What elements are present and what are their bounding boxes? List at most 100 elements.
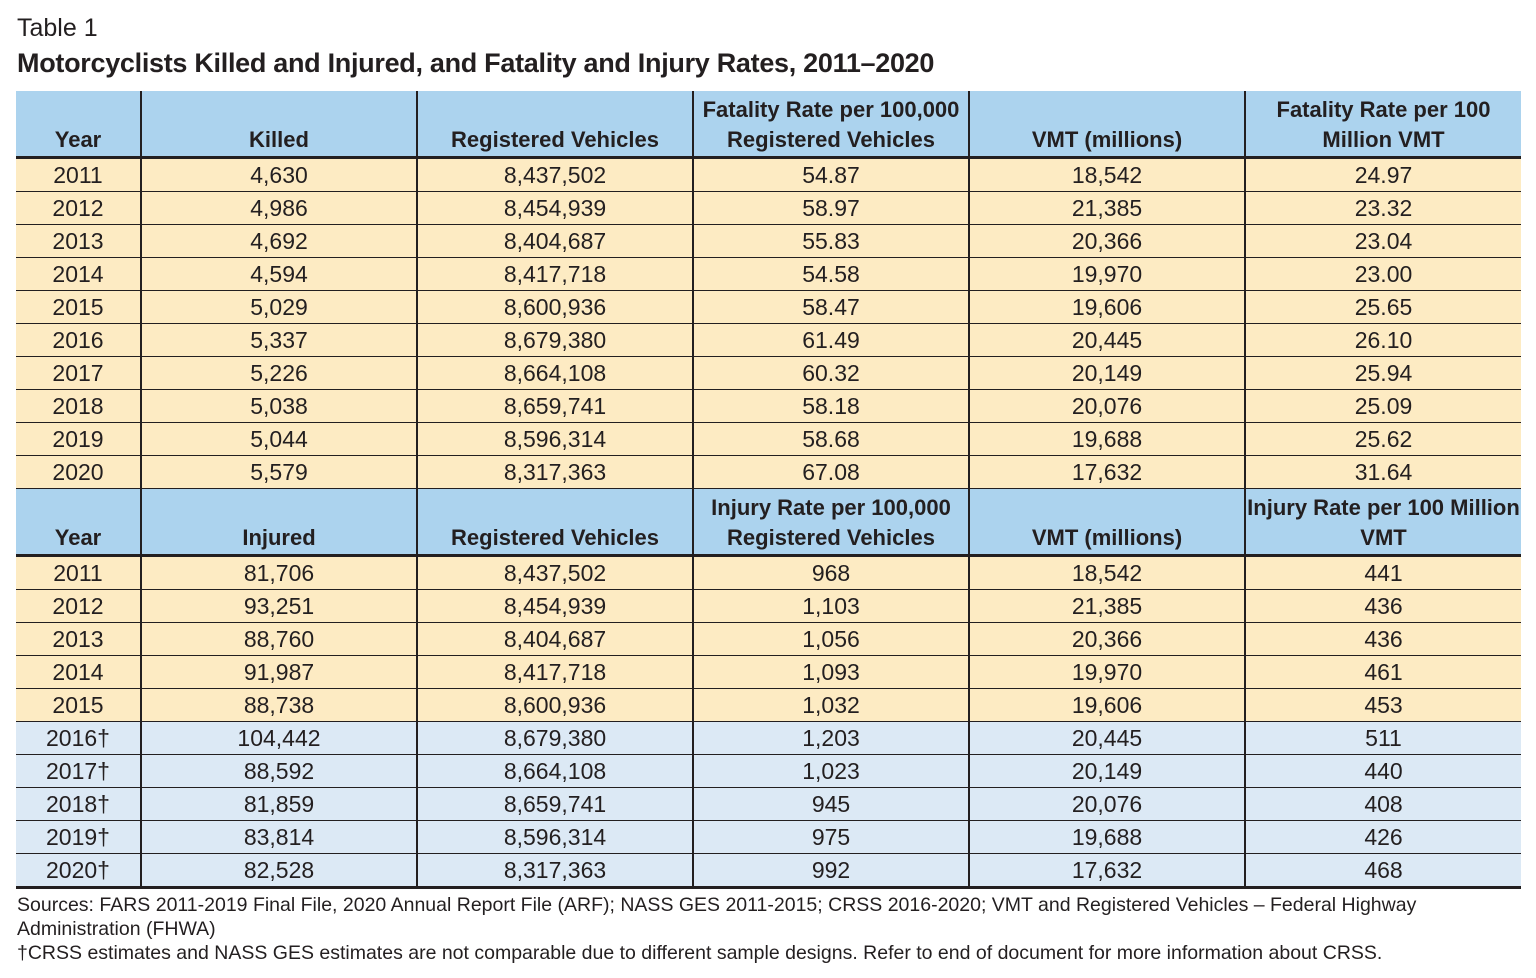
table-row: 2020 5,579 8,317,363 67.08 17,632 31.64 [16, 455, 1521, 489]
year-cell: 2014 [16, 257, 141, 291]
table-cell: 8,454,939 [416, 589, 693, 623]
column-header: Killed [140, 91, 417, 159]
column-header: Registered Vehicles [416, 488, 693, 557]
table-cell: 8,437,502 [416, 157, 693, 192]
table-row: 2017† 88,592 8,664,108 1,023 20,149 440 [16, 754, 1521, 788]
table-cell: 1,103 [692, 589, 969, 623]
table-cell: 5,337 [140, 323, 417, 357]
column-header: Injury Rate per 100 Million VMT [1244, 488, 1521, 557]
year-cell: 2020† [16, 853, 141, 889]
year-cell: 2016† [16, 721, 141, 755]
table-row: 2015 88,738 8,600,936 1,032 19,606 453 [16, 688, 1521, 722]
table-cell: 20,149 [968, 754, 1245, 788]
table-cell: 19,606 [968, 688, 1245, 722]
year-cell: 2013 [16, 622, 141, 656]
table-row: 2019† 83,814 8,596,314 975 19,688 426 [16, 820, 1521, 854]
table-row: 2014 4,594 8,417,718 54.58 19,970 23.00 [16, 257, 1521, 291]
table-cell: 58.97 [692, 191, 969, 225]
year-cell: 2016 [16, 323, 141, 357]
table-cell: 5,029 [140, 290, 417, 324]
table-cell: 88,760 [140, 622, 417, 656]
table-cell: 1,203 [692, 721, 969, 755]
table-row: 2012 93,251 8,454,939 1,103 21,385 436 [16, 589, 1521, 623]
table-row: 2017 5,226 8,664,108 60.32 20,149 25.94 [16, 356, 1521, 390]
table-cell: 8,417,718 [416, 655, 693, 689]
table-cell: 5,038 [140, 389, 417, 423]
table-row: 2011 81,706 8,437,502 968 18,542 441 [16, 555, 1521, 590]
table-row: 2018 5,038 8,659,741 58.18 20,076 25.09 [16, 389, 1521, 423]
table-cell: 20,366 [968, 224, 1245, 258]
table-cell: 1,093 [692, 655, 969, 689]
table-title: Motorcyclists Killed and Injured, and Fa… [17, 48, 935, 78]
table-cell: 8,317,363 [416, 455, 693, 489]
table-cell: 54.58 [692, 257, 969, 291]
column-header: Year [16, 488, 141, 557]
year-cell: 2012 [16, 191, 141, 225]
table-cell: 60.32 [692, 356, 969, 390]
table-cell: 8,317,363 [416, 853, 693, 889]
table-cell: 8,596,314 [416, 820, 693, 854]
table-cell: 8,600,936 [416, 688, 693, 722]
year-cell: 2013 [16, 224, 141, 258]
table-cell: 4,630 [140, 157, 417, 192]
table-cell: 20,445 [968, 323, 1245, 357]
year-cell: 2014 [16, 655, 141, 689]
year-cell: 2017† [16, 754, 141, 788]
table-row: 2020† 82,528 8,317,363 992 17,632 468 [16, 853, 1521, 889]
table-cell: 8,679,380 [416, 323, 693, 357]
table-cell: 8,659,741 [416, 787, 693, 821]
table-cell: 20,076 [968, 389, 1245, 423]
year-cell: 2017 [16, 356, 141, 390]
column-header: VMT (millions) [968, 488, 1245, 557]
table-cell: 968 [692, 555, 969, 590]
table-cell: 58.18 [692, 389, 969, 423]
table-cell: 31.64 [1244, 455, 1521, 489]
table-cell: 8,664,108 [416, 356, 693, 390]
table-notes: Sources: FARS 2011-2019 Final File, 2020… [17, 893, 1497, 965]
table-row: 2016 5,337 8,679,380 61.49 20,445 26.10 [16, 323, 1521, 357]
table-cell: 19,970 [968, 655, 1245, 689]
table-cell: 19,970 [968, 257, 1245, 291]
table-cell: 8,404,687 [416, 622, 693, 656]
table-row: 2011 4,630 8,437,502 54.87 18,542 24.97 [16, 157, 1521, 192]
table-cell: 468 [1244, 853, 1521, 889]
table-cell: 58.47 [692, 290, 969, 324]
table-cell: 58.68 [692, 422, 969, 456]
year-cell: 2019 [16, 422, 141, 456]
column-header: Fatality Rate per 100 Million VMT [1244, 91, 1521, 159]
table-cell: 1,023 [692, 754, 969, 788]
table-cell: 24.97 [1244, 157, 1521, 192]
table-cell: 26.10 [1244, 323, 1521, 357]
table-cell: 25.65 [1244, 290, 1521, 324]
table-cell: 93,251 [140, 589, 417, 623]
table-row: 2012 4,986 8,454,939 58.97 21,385 23.32 [16, 191, 1521, 225]
table-cell: 25.09 [1244, 389, 1521, 423]
table-cell: 17,632 [968, 455, 1245, 489]
table-cell: 82,528 [140, 853, 417, 889]
year-cell: 2018† [16, 787, 141, 821]
table-cell: 4,986 [140, 191, 417, 225]
table-cell: 54.87 [692, 157, 969, 192]
table-row: 2019 5,044 8,596,314 58.68 19,688 25.62 [16, 422, 1521, 456]
column-header: Injury Rate per 100,000 Registered Vehic… [692, 488, 969, 557]
column-header: Injured [140, 488, 417, 557]
table-cell: 21,385 [968, 191, 1245, 225]
table-cell: 8,437,502 [416, 555, 693, 590]
table-row: 2013 4,692 8,404,687 55.83 20,366 23.04 [16, 224, 1521, 258]
table-cell: 440 [1244, 754, 1521, 788]
table-cell: 55.83 [692, 224, 969, 258]
year-cell: 2018 [16, 389, 141, 423]
fatal-section-header-row: Year Killed Registered Vehicles Fatality Ra… [16, 91, 1521, 159]
table-cell: 23.04 [1244, 224, 1521, 258]
table-cell: 104,442 [140, 721, 417, 755]
table-cell: 8,596,314 [416, 422, 693, 456]
year-cell: 2015 [16, 290, 141, 324]
table-cell: 8,600,936 [416, 290, 693, 324]
table-row: 2014 91,987 8,417,718 1,093 19,970 461 [16, 655, 1521, 689]
table-cell: 426 [1244, 820, 1521, 854]
table-cell: 408 [1244, 787, 1521, 821]
table-row: 2015 5,029 8,600,936 58.47 19,606 25.65 [16, 290, 1521, 324]
table-cell: 17,632 [968, 853, 1245, 889]
table-cell: 4,594 [140, 257, 417, 291]
table-cell: 1,056 [692, 622, 969, 656]
